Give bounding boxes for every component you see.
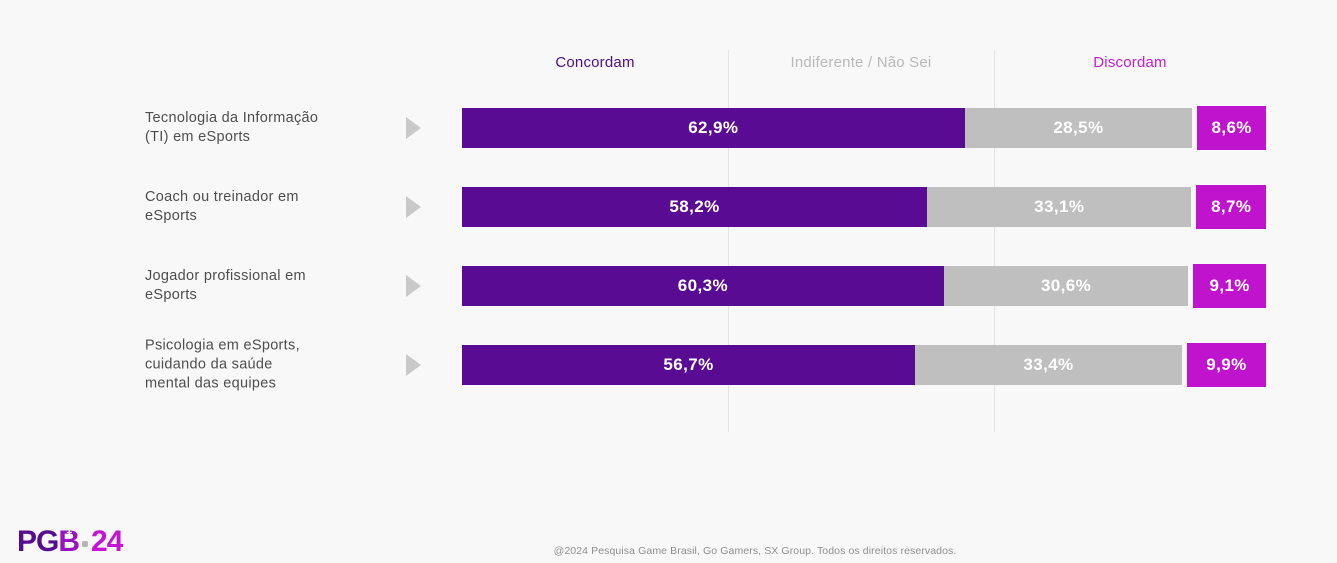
pgb24-logo: PG B + 24 (17, 525, 123, 558)
bar-segment-concordam: 56,7% (462, 344, 916, 385)
row-label: Jogador profissional em eSports (145, 267, 306, 303)
chart-row: Psicologia em eSports, cuidando da saúde m… (0, 325, 1337, 404)
bar-value-label: 60,3% (677, 275, 728, 295)
legend-indiferente-nao-sei: Indiferente / Não Sei (790, 54, 932, 71)
column-divider (728, 50, 729, 432)
bar-value-label: 9,1% (1209, 275, 1250, 295)
bar-segment-discordam: 9,9% (1186, 342, 1266, 387)
bar-value-label: 30,6% (1040, 275, 1092, 295)
bar-segment-discordam: 8,6% (1197, 105, 1267, 150)
bar-segment-indiferente: 30,6% (943, 265, 1189, 306)
row-label: Tecnologia da Informação (TI) em eSports (145, 109, 319, 145)
bar-value-label: 28,5% (1053, 117, 1104, 137)
bar-segment-indiferente: 28,5% (964, 107, 1193, 148)
bar-value-label: 8,6% (1211, 117, 1252, 137)
bar-segment-concordam: 58,2% (462, 186, 928, 227)
bar-segment-concordam: 60,3% (462, 265, 944, 306)
bar-segment-indiferente: 33,1% (927, 186, 1192, 227)
bar-value-label: 56,7% (663, 354, 714, 374)
bar-segment-discordam: 9,1% (1193, 263, 1266, 308)
stacked-bar: 62,9% 28,5% 8,6% (462, 105, 1267, 150)
bar-rows: Tecnologia da Informação (TI) em eSports … (0, 88, 1337, 404)
legend-concordam: Concordam (555, 54, 635, 71)
bar-segment-discordam: 8,7% (1196, 184, 1266, 229)
bar-value-label: 33,1% (1034, 196, 1085, 216)
row-label: Psicologia em eSports, cuidando da saúde m… (145, 336, 300, 392)
plus-icon: + (66, 528, 73, 539)
chart-row: Coach ou treinador em eSports 58,2% 33,1% 8… (0, 167, 1337, 246)
legend-discordam: Discordam (1093, 54, 1167, 71)
logo-text-year: 24 (91, 525, 123, 558)
stacked-bar: 60,3% 30,6% 9,1% (462, 263, 1266, 308)
bar-segment-indiferente: 33,4% (915, 344, 1182, 385)
bar-segment-concordam: 62,9% (462, 107, 965, 148)
column-divider (994, 50, 995, 432)
chart-row: Tecnologia da Informação (TI) em eSports … (0, 88, 1337, 167)
bar-value-label: 33,4% (1023, 354, 1074, 374)
logo-dot-icon (82, 541, 89, 547)
bar-value-label: 8,7% (1211, 196, 1252, 216)
stacked-bar: 58,2% 33,1% 8,7% (462, 184, 1266, 229)
arrow-right-icon (406, 274, 421, 297)
copyright-text: @2024 Pesquisa Game Brasil, Go Gamers, S… (553, 545, 957, 557)
arrow-right-icon (406, 116, 421, 139)
bar-value-label: 58,2% (669, 196, 720, 216)
arrow-right-icon (406, 195, 421, 218)
row-label: Coach ou treinador em eSports (145, 188, 299, 224)
chart-row: Jogador profissional em eSports 60,3% 30,6… (0, 246, 1337, 325)
logo-gamepad-b: B + (58, 525, 80, 558)
logo-text-pg: PG (17, 525, 59, 558)
stacked-bar: 56,7% 33,4% 9,9% (462, 342, 1266, 387)
bar-value-label: 9,9% (1206, 354, 1247, 374)
logo-b-letter: B (58, 525, 80, 558)
bar-value-label: 62,9% (688, 117, 739, 137)
arrow-right-icon (406, 353, 421, 376)
